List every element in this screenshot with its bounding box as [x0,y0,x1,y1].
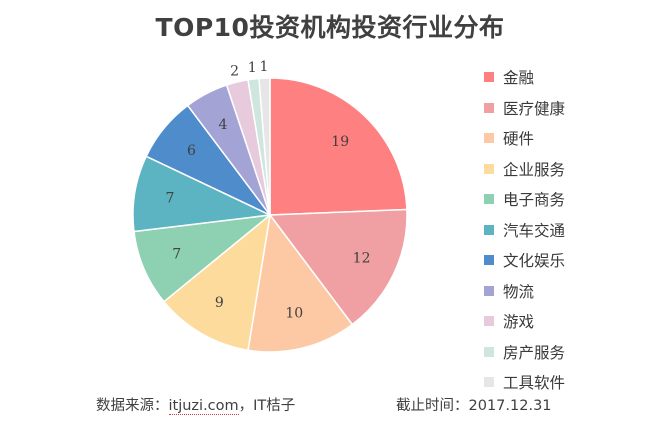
pie-slice-2 [247,213,354,353]
legend-label: 企业服务 [503,160,566,179]
legend-item: 电子商务 [484,184,565,215]
legend-item: 文化娱乐 [484,245,565,276]
legend-swatch [484,316,494,327]
legend-swatch [484,255,494,266]
chart-title: TOP10投资机构投资行业分布 [155,13,505,42]
source-site: itjuzi.com [168,398,239,415]
legend-swatch [484,346,494,357]
data-label-7: 4 [218,117,227,133]
data-label-1: 12 [353,251,371,267]
legend-label: 工具软件 [503,374,566,393]
legend-label: 电子商务 [503,191,566,210]
data-label-2: 10 [285,305,303,321]
legend-swatch [484,102,494,113]
chart-legend: 金融医疗健康硬件企业服务电子商务汽车交通文化娱乐物流游戏房产服务工具软件 [484,62,565,398]
data-label-8: 2 [230,63,239,79]
legend-swatch [484,72,494,83]
pie-slices [132,77,408,353]
legend-item: 物流 [484,276,565,307]
legend-item: 游戏 [484,306,565,337]
legend-item: 企业服务 [484,154,565,185]
legend-swatch [484,224,494,235]
legend-swatch [484,163,494,174]
legend-item: 汽车交通 [484,215,565,246]
legend-item: 工具软件 [484,367,565,398]
legend-label: 医疗健康 [503,99,566,118]
data-source-note: 数据来源：itjuzi.com，IT桔子 [96,394,295,415]
data-label-4: 7 [172,247,181,263]
pie-slice-10 [258,77,271,216]
legend-label: 游戏 [503,313,535,332]
cutoff-date-note: 截止时间：2017.12.31 [396,398,552,414]
legend-item: 房产服务 [484,337,565,368]
legend-item: 金融 [484,62,565,93]
source-suffix: ，IT桔子 [238,398,296,414]
pie-slice-3 [162,213,272,352]
legend-label: 硬件 [503,130,535,149]
legend-swatch [484,285,494,296]
legend-label: 文化娱乐 [503,252,566,271]
data-label-10: 1 [260,59,269,75]
legend-label: 汽车交通 [503,221,566,240]
pie-slice-0 [269,77,408,216]
legend-swatch [484,194,494,205]
legend-label: 房产服务 [503,343,566,362]
data-label-3: 9 [215,295,224,311]
data-label-9: 1 [248,60,257,76]
legend-item: 医疗健康 [484,93,565,124]
data-label-6: 6 [187,143,196,159]
legend-item: 硬件 [484,123,565,154]
legend-swatch [484,377,494,388]
source-prefix: 数据来源： [96,398,169,414]
data-label-0: 19 [331,134,349,150]
legend-swatch [484,133,494,144]
data-label-5: 7 [165,191,174,207]
legend-label: 金融 [503,69,535,88]
legend-label: 物流 [503,282,535,301]
pie-slice-1 [268,208,408,326]
